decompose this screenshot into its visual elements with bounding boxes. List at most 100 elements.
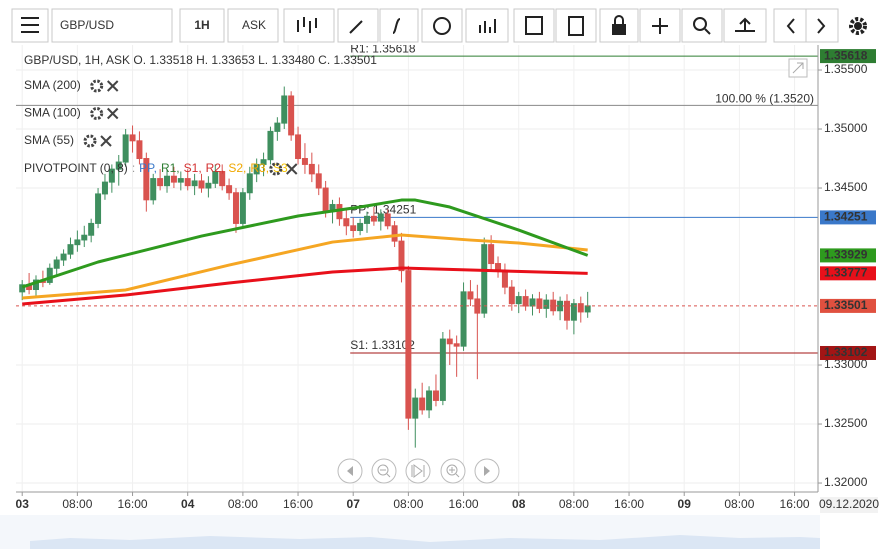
- candle-body: [226, 185, 233, 194]
- candle-body: [563, 300, 570, 321]
- upload-button[interactable]: [723, 8, 767, 43]
- chart-type-button[interactable]: [283, 8, 335, 43]
- candle-body: [315, 173, 322, 189]
- function-button[interactable]: [379, 8, 419, 43]
- candle-body: [46, 267, 53, 283]
- draw-button[interactable]: [337, 8, 379, 43]
- x-tick-label: 08:00: [724, 497, 754, 511]
- candle-body: [239, 192, 246, 224]
- pivot-items: : PP, R1, S1, R2, S2, R3, S3: [132, 161, 288, 175]
- candle-body: [212, 171, 219, 184]
- candle-body: [467, 291, 474, 300]
- candle-body: [129, 134, 136, 142]
- x-tick-label: 08: [512, 497, 526, 511]
- candle-body: [19, 284, 26, 293]
- candle-body: [446, 338, 453, 345]
- x-tick-label: 03: [16, 497, 30, 511]
- remove-icon[interactable]: [100, 135, 112, 147]
- volume-button[interactable]: [465, 8, 509, 43]
- interval: 1H: [194, 18, 209, 32]
- candle-body: [260, 159, 267, 165]
- candle-body: [460, 291, 467, 347]
- interval-button[interactable]: 1H: [179, 8, 225, 43]
- candle-body: [53, 259, 60, 269]
- pivot-label: S1: 1.33102: [350, 338, 415, 352]
- x-tick-label: 16:00: [780, 497, 810, 511]
- candle-body: [481, 244, 488, 314]
- candle-body: [453, 343, 460, 347]
- x-tick-label: 16:00: [614, 497, 644, 511]
- calculator-button[interactable]: [555, 8, 597, 43]
- settings-icon[interactable]: [90, 79, 104, 93]
- legend-item[interactable]: SMA (55): [24, 133, 74, 147]
- symbol-field[interactable]: GBP/USD: [51, 8, 173, 43]
- x-tick-label: 08:00: [62, 497, 92, 511]
- navigator[interactable]: [0, 515, 889, 549]
- next-button[interactable]: [805, 8, 839, 43]
- pivot-item: R1,: [161, 161, 180, 175]
- zoom-button[interactable]: [681, 8, 723, 43]
- menu-button[interactable]: [11, 8, 49, 43]
- candle-body: [488, 244, 495, 265]
- x-tick-label: 09: [678, 497, 692, 511]
- x-tick-label: 07: [347, 497, 361, 511]
- nav-right[interactable]: [474, 458, 500, 484]
- candle-body: [288, 95, 295, 136]
- x-tick-label: 08:00: [393, 497, 423, 511]
- candle-body: [232, 192, 239, 224]
- candle-body: [398, 240, 405, 272]
- candle-body: [101, 181, 108, 195]
- y-tick-label: 1.32000: [824, 475, 868, 489]
- price-tag: [820, 298, 876, 313]
- calendar-button[interactable]: [513, 8, 555, 43]
- remove-icon[interactable]: [106, 80, 119, 92]
- y-tick-label: 1.35500: [824, 62, 868, 76]
- info-button[interactable]: [421, 8, 463, 43]
- x-tick-label: 16:00: [283, 497, 313, 511]
- candle-body: [281, 95, 288, 124]
- remove-icon[interactable]: [286, 163, 298, 175]
- expand-button[interactable]: [788, 58, 808, 78]
- sma-line: [22, 266, 588, 306]
- candle-body: [136, 140, 143, 160]
- y-tick-label: 1.32500: [824, 416, 868, 430]
- candle-body: [191, 180, 198, 187]
- price-type: ASK: [242, 18, 266, 32]
- price-type-button[interactable]: ASK: [227, 8, 279, 43]
- candle-body: [74, 239, 81, 246]
- candle-body: [343, 218, 350, 227]
- remove-icon[interactable]: [106, 107, 119, 120]
- candle-body: [370, 215, 377, 222]
- lock-button[interactable]: [599, 8, 639, 43]
- candle-body: [412, 397, 419, 419]
- legend-item[interactable]: PIVOTPOINT (0, 8): [24, 161, 128, 175]
- candle-body: [405, 270, 412, 419]
- legend-item[interactable]: SMA (100): [24, 106, 81, 120]
- candle-body: [267, 130, 274, 161]
- settings-icon[interactable]: [90, 107, 104, 120]
- candle-body: [384, 213, 391, 227]
- fib-label: 100.00 % (1.3520): [715, 92, 814, 106]
- candle-body: [115, 161, 122, 170]
- symbol: GBP/USD: [60, 18, 114, 32]
- crosshair-button[interactable]: [639, 8, 681, 43]
- pivot-item: :: [132, 161, 135, 175]
- settings-icon[interactable]: [83, 134, 97, 148]
- nav-reset[interactable]: [405, 458, 431, 484]
- settings-icon[interactable]: [269, 162, 283, 176]
- nav-left[interactable]: [337, 458, 363, 484]
- axes: 1.32000 1.32500 1.33000 1.34500 1.35000 1.355…: [16, 48, 879, 513]
- candle-body: [501, 270, 508, 288]
- settings-button[interactable]: [849, 17, 867, 35]
- candle-body: [184, 178, 191, 187]
- nav-zoom-out[interactable]: [371, 458, 397, 484]
- candle-body: [274, 122, 281, 132]
- pivot-item: R2,: [206, 161, 225, 175]
- prev-button[interactable]: [773, 8, 807, 43]
- candle-body: [391, 225, 398, 242]
- legend-item[interactable]: SMA (200): [24, 78, 81, 92]
- nav-zoom-in[interactable]: [440, 458, 466, 484]
- legend-header: GBP/USD, 1H, ASK O. 1.33518 H. 1.33653 L…: [24, 53, 377, 67]
